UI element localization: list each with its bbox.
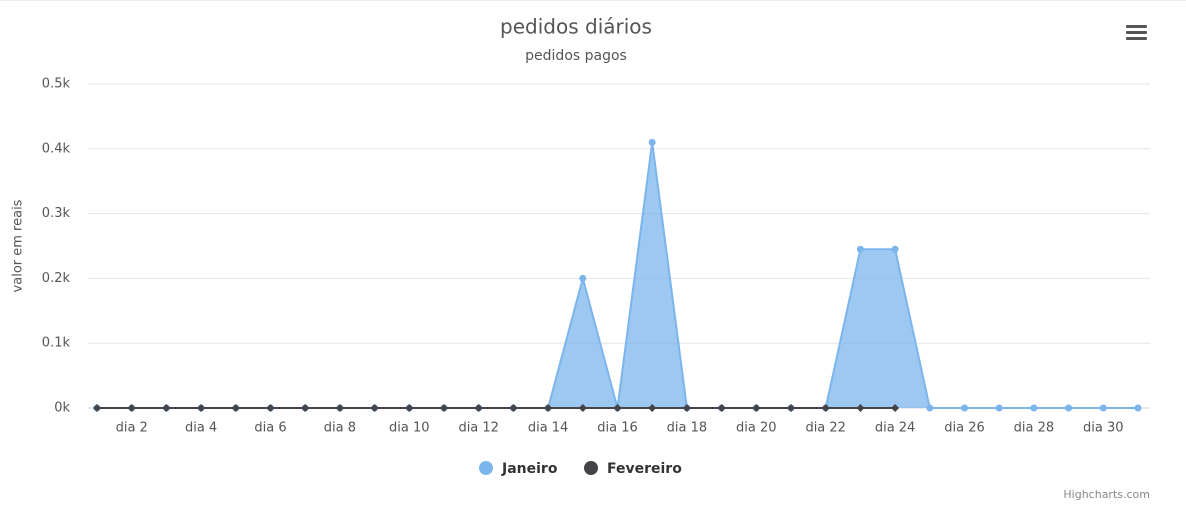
data-point <box>544 404 553 412</box>
y-tick-label: 0.2k <box>42 271 71 286</box>
data-point <box>682 404 691 412</box>
data-point <box>1134 404 1142 412</box>
credits[interactable]: Highcharts.com <box>1063 488 1150 501</box>
chart-title: pedidos diários <box>500 15 652 39</box>
data-point <box>127 404 136 412</box>
x-tick-label: dia 2 <box>116 421 148 436</box>
legend-label: Fevereiro <box>607 461 682 477</box>
data-point <box>509 404 518 412</box>
x-tick-label: dia 6 <box>254 421 286 436</box>
data-point <box>335 404 344 412</box>
x-tick-label: dia 18 <box>667 421 708 436</box>
legend-item[interactable]: Janeiro <box>479 461 558 477</box>
data-point <box>821 404 830 412</box>
menu-bar <box>1126 37 1147 40</box>
data-point <box>301 404 310 412</box>
data-point <box>578 404 587 412</box>
data-point <box>1030 404 1038 412</box>
data-point <box>162 404 171 412</box>
legend-item[interactable]: Fevereiro <box>584 461 682 477</box>
y-axis-title: valor em reais <box>11 199 26 292</box>
series-area <box>97 142 1138 408</box>
x-tick-label: dia 14 <box>528 421 569 436</box>
x-tick-label: dia 30 <box>1083 421 1124 436</box>
data-point <box>995 404 1003 412</box>
data-point <box>787 404 795 412</box>
data-point <box>93 404 101 412</box>
menu-bar <box>1126 25 1147 28</box>
x-tick-label: dia 22 <box>805 421 846 436</box>
x-tick-label: dia 28 <box>1014 421 1055 436</box>
data-point <box>926 404 934 412</box>
data-point <box>648 404 657 412</box>
data-point <box>891 245 899 253</box>
data-point <box>961 404 968 412</box>
y-tick-label: 0.3k <box>42 206 71 221</box>
x-tick-label: dia 20 <box>736 421 777 436</box>
data-point <box>197 404 206 412</box>
data-point <box>474 404 483 412</box>
chart-subtitle: pedidos pagos <box>525 48 627 64</box>
data-point <box>856 404 865 412</box>
data-point <box>891 404 900 412</box>
data-point <box>231 404 240 412</box>
data-point <box>579 274 587 282</box>
legend-symbol <box>479 461 493 475</box>
x-tick-label: dia 4 <box>185 421 217 436</box>
data-point <box>405 404 414 412</box>
data-point <box>1065 404 1073 412</box>
x-tick-label: dia 10 <box>389 421 430 436</box>
data-point <box>752 404 761 412</box>
legend-label: Janeiro <box>501 461 558 477</box>
x-tick-label: dia 8 <box>324 421 356 436</box>
y-tick-label: 0.4k <box>42 141 71 156</box>
data-point <box>440 404 448 412</box>
legend-symbol <box>584 461 598 475</box>
y-tick-label: 0k <box>54 401 70 416</box>
data-point <box>266 404 275 412</box>
y-tick-label: 0.1k <box>42 336 71 351</box>
x-tick-label: dia 26 <box>944 421 985 436</box>
menu-bar <box>1126 31 1147 34</box>
x-tick-label: dia 24 <box>875 421 916 436</box>
data-point <box>613 404 622 412</box>
x-tick-label: dia 16 <box>597 421 638 436</box>
menu-button[interactable] <box>1126 25 1147 40</box>
data-point <box>648 138 656 146</box>
y-tick-label: 0.5k <box>42 77 71 92</box>
data-point <box>717 404 726 412</box>
x-tick-label: dia 12 <box>458 421 499 436</box>
data-point <box>370 404 379 412</box>
data-point <box>1099 404 1107 412</box>
data-point <box>856 245 864 253</box>
